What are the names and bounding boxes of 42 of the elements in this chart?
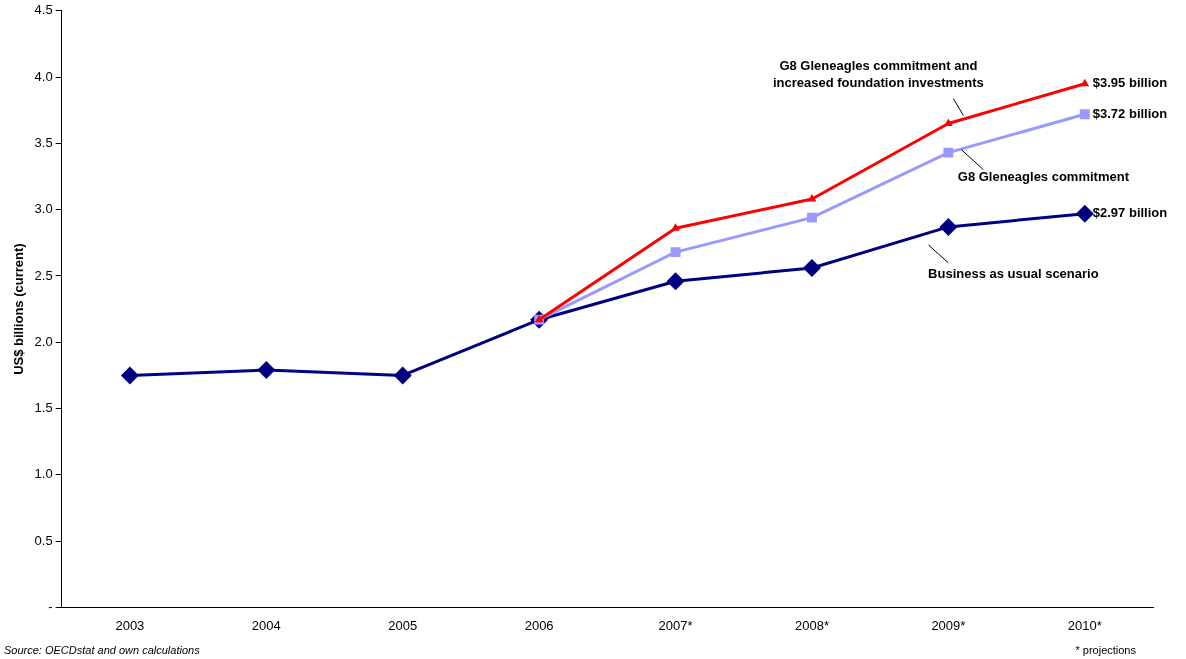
y-tick-label: 1.0: [34, 466, 53, 482]
y-tick-label: 2.0: [34, 333, 53, 349]
point: [670, 247, 681, 258]
x-tick-label: 2003: [115, 617, 145, 633]
point: [393, 366, 412, 385]
point: [807, 194, 817, 202]
y-tick-label: 0.5: [34, 532, 53, 548]
text: * projections: [1075, 644, 1137, 656]
point: [944, 118, 953, 126]
point: [943, 147, 954, 158]
point: [1075, 204, 1094, 223]
x-tick-label: 2008*: [794, 617, 829, 633]
y-tick-label: 1.5: [34, 400, 53, 416]
point: [671, 223, 680, 231]
y-tick-label: 3.5: [34, 134, 53, 150]
data-label: $2.97 billion: [1092, 205, 1168, 221]
series-label: G8 Gleneagles commitment and increased foundation investments: [772, 57, 984, 90]
point: [120, 366, 139, 385]
y-tick-label: 4.5: [34, 2, 53, 18]
y-tick-label: -: [48, 598, 53, 614]
x-tick-label: 2009*: [931, 617, 966, 633]
y-tick-label: 4.0: [34, 68, 53, 84]
point: [1080, 78, 1090, 87]
y-tick-label: 2.5: [34, 267, 53, 283]
point: [939, 217, 958, 236]
source-note: Source: OECDstat and own calculations: [4, 644, 201, 656]
x-tick-label: 2004: [251, 617, 281, 633]
x-tick-label: 2010*: [1067, 617, 1102, 633]
data-label: $3.95 billion: [1092, 75, 1168, 91]
point: [1079, 109, 1090, 120]
data-label: $3.72 billion: [1092, 105, 1168, 121]
x-tick-label: 2005: [388, 617, 418, 633]
y-axis-title: US$ billions (current): [11, 243, 27, 375]
point: [807, 212, 817, 223]
text: Business as usual scenario: [928, 266, 1099, 282]
y-tick-label: 3.0: [34, 201, 53, 217]
point: [257, 361, 276, 380]
x-tick-label: 2006: [524, 617, 554, 633]
point: [802, 259, 821, 277]
point: [666, 272, 685, 291]
series-label: G8 Gleneagles commitment: [957, 169, 1130, 185]
x-tick-label: 2007*: [658, 617, 693, 633]
